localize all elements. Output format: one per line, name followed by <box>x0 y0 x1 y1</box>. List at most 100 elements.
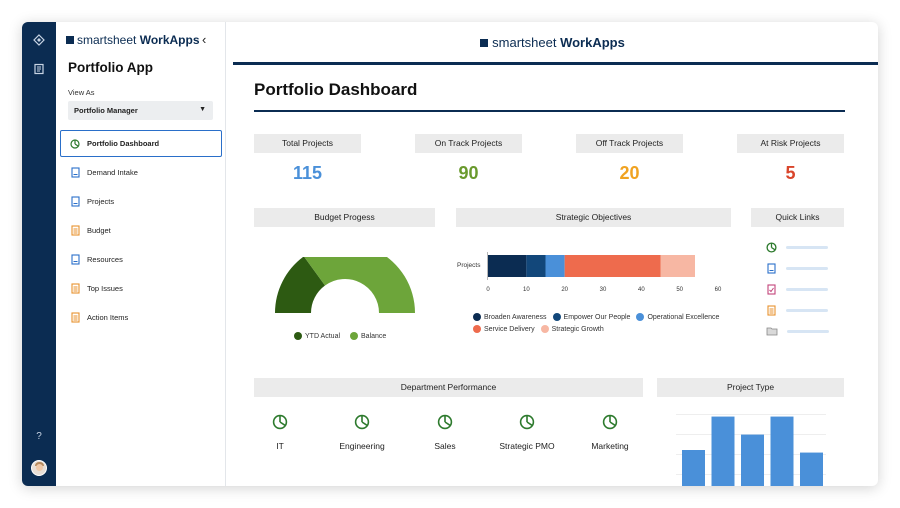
quick-links-title: Quick Links <box>751 208 844 227</box>
smartsheet-mark-icon <box>66 36 74 44</box>
home-icon[interactable] <box>22 34 56 49</box>
legend-balance: Balance <box>361 332 387 340</box>
project-type-bar[interactable] <box>800 452 823 486</box>
quick-link-label-placeholder <box>786 287 828 291</box>
kpi-total-value: 115 <box>292 163 323 183</box>
sidebar-item-demand-intake[interactable]: Demand Intake <box>60 159 222 186</box>
header-divider <box>233 62 878 65</box>
project-type-bar[interactable] <box>682 450 705 486</box>
department-sales[interactable]: Sales <box>405 414 485 451</box>
sidebar-item-label: Projects <box>87 197 115 206</box>
report-icon <box>767 304 776 316</box>
department-engineering[interactable]: Engineering <box>322 414 402 451</box>
view-as-value: Portfolio Manager <box>74 106 138 115</box>
sidebar-item-projects[interactable]: Projects <box>60 188 222 215</box>
department-marketing[interactable]: Marketing <box>570 414 650 451</box>
department-label: Sales <box>434 441 456 451</box>
project-type-bar[interactable] <box>711 416 735 486</box>
legend-ytd-actual: YTD Actual <box>305 332 341 340</box>
legend-swatch <box>540 325 549 333</box>
sidebar-item-portfolio-dashboard[interactable]: Portfolio Dashboard <box>60 130 222 157</box>
legend-operational-excellence: Operational Excellence <box>647 313 720 321</box>
strategic-bar-segment[interactable] <box>564 255 661 277</box>
budget-ytd-slice <box>275 257 326 313</box>
quick-link-folder[interactable] <box>766 325 836 337</box>
x-tick: 10 <box>522 287 530 293</box>
quick-link-dashboard[interactable] <box>766 241 836 253</box>
strategic-bar-segment[interactable] <box>545 255 565 277</box>
sidebar-item-resources[interactable]: Resources <box>60 246 222 273</box>
project-type-chart <box>676 414 826 486</box>
sidebar: smartsheet WorkApps ‹ Portfolio App View… <box>56 22 226 486</box>
page-title: Portfolio Dashboard <box>254 80 418 99</box>
brand-name: smartsheet <box>77 33 137 47</box>
strategic-objectives-title: Strategic Objectives <box>456 208 731 227</box>
sidebar-item-action-items[interactable]: Action Items <box>60 304 222 331</box>
collapse-sidebar-icon[interactable]: ‹ <box>202 32 207 47</box>
legend-strategic-growth: Strategic Growth <box>551 325 604 333</box>
chevron-down-icon: ▼ <box>199 106 206 113</box>
pie-chart-icon <box>766 241 777 253</box>
strategic-bar-segment[interactable] <box>488 255 527 277</box>
pie-chart-icon <box>354 414 370 430</box>
budget-balance-slice <box>304 257 415 313</box>
sidebar-item-label: Budget <box>87 226 111 235</box>
help-icon[interactable]: ? <box>36 431 42 442</box>
x-tick: 30 <box>599 287 607 293</box>
view-as-select[interactable]: Portfolio Manager ▼ <box>68 101 213 120</box>
view-as-label: View As <box>68 88 95 97</box>
sidebar-item-label: Demand Intake <box>87 168 138 177</box>
department-label: Engineering <box>339 441 385 451</box>
browse-icon[interactable] <box>22 63 56 78</box>
legend-swatch <box>636 313 645 321</box>
kpi-off-track-value: 20 <box>619 163 640 183</box>
sidebar-brand-logo: smartsheet WorkApps <box>66 33 200 47</box>
avatar[interactable] <box>31 460 47 476</box>
strategic-legend-row1: Broaden Awareness Empower Our People Ope… <box>473 313 719 321</box>
kpi-off-track-label: Off Track Projects <box>576 134 683 153</box>
pie-chart-icon <box>519 414 535 430</box>
department-it[interactable]: IT <box>240 414 320 451</box>
project-type-bar[interactable] <box>770 416 794 486</box>
legend-empower-our-people: Empower Our People <box>563 313 631 321</box>
form-icon <box>767 262 776 274</box>
department-strategic-pmo[interactable]: Strategic PMO <box>487 414 567 451</box>
brand-name: smartsheet <box>492 35 557 50</box>
x-tick: 50 <box>676 287 683 293</box>
x-tick: 20 <box>561 287 568 293</box>
sidebar-item-label: Top Issues <box>87 284 123 293</box>
project-type-bar[interactable] <box>741 434 764 486</box>
title-divider <box>254 110 845 112</box>
sidebar-item-budget[interactable]: Budget <box>60 217 222 244</box>
kpi-at-risk-label: At Risk Projects <box>737 134 844 153</box>
kpi-at-risk-value: 5 <box>785 163 796 183</box>
sidebar-item-top-issues[interactable]: Top Issues <box>60 275 222 302</box>
pie-chart-icon <box>70 138 80 149</box>
quick-link-label-placeholder <box>787 329 829 333</box>
kpi-total-label: Total Projects <box>254 134 361 153</box>
budget-half-donut <box>275 257 415 313</box>
report-icon <box>70 312 80 323</box>
strategic-category-label: Projects <box>457 262 481 269</box>
quick-link-label-placeholder <box>786 308 828 312</box>
strategic-bar-segment[interactable] <box>526 255 546 277</box>
legend-swatch <box>350 332 359 340</box>
quick-link-label-placeholder <box>786 266 828 270</box>
department-label: IT <box>276 441 284 451</box>
strategic-bar-segment[interactable] <box>660 255 696 277</box>
x-tick: 40 <box>637 287 645 293</box>
legend-service-delivery: Service Delivery <box>484 325 535 333</box>
department-label: Marketing <box>591 441 629 451</box>
budget-progress-title: Budget Progess <box>254 208 435 227</box>
department-performance-title: Department Performance <box>254 378 643 397</box>
sheet-icon <box>70 254 80 265</box>
sidebar-nav: Portfolio Dashboard Demand Intake Projec… <box>60 130 222 333</box>
x-tick: 0 <box>486 287 490 293</box>
quick-link-form[interactable] <box>766 262 836 274</box>
kpi-on-track-label: On Track Projects <box>415 134 522 153</box>
sidebar-item-label: Portfolio Dashboard <box>87 139 160 148</box>
quick-link-report-pink[interactable] <box>766 283 836 295</box>
pie-chart-icon <box>602 414 618 430</box>
project-type-title: Project Type <box>657 378 844 397</box>
quick-link-report[interactable] <box>766 304 836 316</box>
